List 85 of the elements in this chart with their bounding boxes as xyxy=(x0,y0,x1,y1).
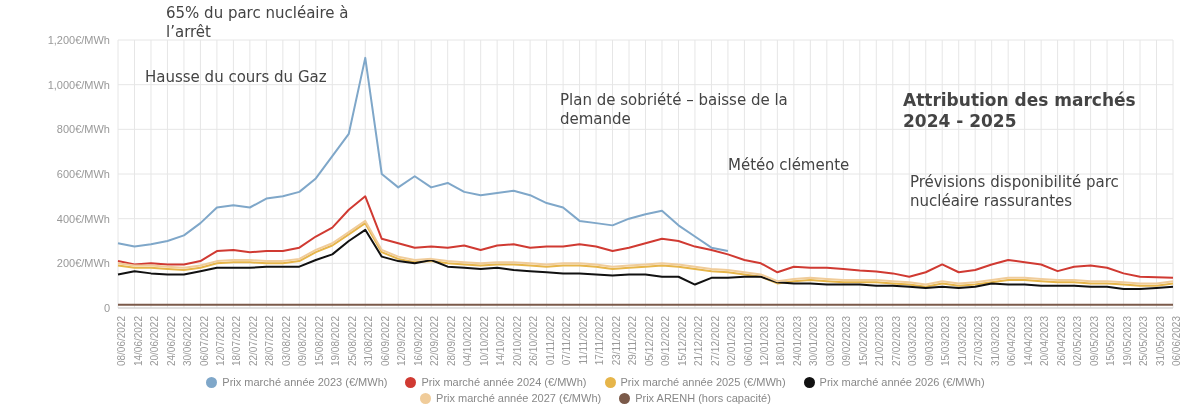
x-tick-label: 15/08/2022 xyxy=(313,315,325,367)
x-tick-label: 19/08/2022 xyxy=(330,315,342,367)
x-tick-label: 27/02/2023 xyxy=(890,315,902,367)
x-tick-label: 27/12/2022 xyxy=(709,315,721,367)
x-tick-label: 12/01/2023 xyxy=(758,315,770,367)
legend-label: Prix marché année 2024 (€/MWh) xyxy=(421,376,587,388)
y-tick-label: 600€/MWh xyxy=(56,167,110,180)
x-tick-label: 24/06/2022 xyxy=(165,315,177,367)
annotation: Plan de sobriété – baisse de la demande xyxy=(560,91,789,129)
x-tick-label: 28/07/2022 xyxy=(264,315,276,367)
x-tick-label: 11/11/2022 xyxy=(577,315,589,365)
y-tick-label: 200€/MWh xyxy=(56,257,110,270)
annotation: Prévisions disponibilité parc nucléaire rassurantes xyxy=(910,173,1120,211)
x-tick-label: 21/03/2023 xyxy=(956,315,968,367)
x-tick-label: 04/10/2022 xyxy=(462,315,474,367)
x-tick-label: 21/12/2022 xyxy=(693,315,705,367)
x-tick-label: 19/05/2023 xyxy=(1121,315,1133,367)
x-tick-label: 06/07/2022 xyxy=(198,315,210,367)
y-tick-label: 400€/MWh xyxy=(56,212,110,225)
y-tick-label: 1,200€/MWh xyxy=(47,33,110,46)
x-tick-label: 10/10/2022 xyxy=(478,315,490,367)
x-tick-label: 03/03/2023 xyxy=(907,315,919,367)
x-tick-label: 06/09/2022 xyxy=(379,315,391,367)
legend-label: Prix marché année 2027 (€/MWh) xyxy=(436,392,602,404)
x-tick-label: 23/11/2022 xyxy=(610,315,622,366)
y-tick-label: 800€/MWh xyxy=(56,123,110,136)
x-tick-label: 14/04/2023 xyxy=(1022,315,1034,367)
x-tick-label: 09/08/2022 xyxy=(297,315,309,367)
x-tick-label: 06/01/2023 xyxy=(742,315,754,367)
x-tick-label: 02/01/2023 xyxy=(726,315,738,367)
x-tick-label: 14/06/2022 xyxy=(132,315,144,367)
annotation: Météo clémente xyxy=(728,156,851,175)
x-tick-label: 09/03/2023 xyxy=(923,315,935,367)
annotation: 65% du parc nucléaire à l’arrêt xyxy=(166,4,350,42)
x-tick-label: 09/05/2023 xyxy=(1088,315,1100,367)
x-tick-label: 08/06/2022 xyxy=(116,315,128,367)
x-tick-label: 27/03/2023 xyxy=(973,315,985,367)
x-tick-label: 03/08/2022 xyxy=(280,315,292,367)
x-tick-label: 16/09/2022 xyxy=(412,315,424,367)
x-tick-label: 20/04/2023 xyxy=(1039,315,1051,367)
x-tick-label: 20/10/2022 xyxy=(511,315,523,367)
x-tick-label: 26/10/2022 xyxy=(528,315,540,367)
x-tick-label: 05/12/2022 xyxy=(643,315,655,367)
x-tick-label: 17/11/2022 xyxy=(594,315,606,366)
x-tick-label: 20/06/2022 xyxy=(149,315,161,367)
x-tick-label: 09/02/2023 xyxy=(841,315,853,367)
x-tick-label: 15/12/2022 xyxy=(676,315,688,367)
x-tick-label: 26/04/2023 xyxy=(1055,315,1067,367)
x-tick-label: 06/06/2023 xyxy=(1171,315,1183,367)
x-tick-label: 25/08/2022 xyxy=(346,315,358,367)
x-tick-label: 21/02/2023 xyxy=(874,315,886,367)
legend-label: Prix marché année 2025 (€/MWh) xyxy=(620,376,786,388)
x-tick-label: 25/05/2023 xyxy=(1138,315,1150,367)
x-tick-label: 24/01/2023 xyxy=(791,315,803,367)
x-tick-label: 31/05/2023 xyxy=(1154,315,1166,367)
x-tick-label: 06/04/2023 xyxy=(1006,315,1018,367)
x-tick-label: 07/11/2022 xyxy=(561,315,573,366)
x-tick-label: 01/11/2022 xyxy=(544,315,556,366)
y-tick-label: 0 xyxy=(103,301,110,314)
x-tick-label: 15/02/2023 xyxy=(857,315,869,367)
x-tick-label: 12/07/2022 xyxy=(215,315,227,367)
x-tick-label: 18/07/2022 xyxy=(231,315,243,367)
x-tick-label: 30/06/2022 xyxy=(182,315,194,367)
line-series xyxy=(117,195,1174,279)
x-tick-label: 12/09/2022 xyxy=(396,315,408,367)
x-tick-label: 22/07/2022 xyxy=(247,315,259,367)
x-tick-label: 28/09/2022 xyxy=(445,315,457,367)
x-tick-label: 02/05/2023 xyxy=(1072,315,1084,367)
x-tick-label: 03/02/2023 xyxy=(824,315,836,367)
x-tick-label: 31/03/2023 xyxy=(989,315,1001,367)
x-tick-label: 14/10/2022 xyxy=(495,315,507,367)
y-tick-label: 1,000€/MWh xyxy=(47,78,110,91)
legend-label: Prix marché année 2023 (€/MWh) xyxy=(222,376,388,388)
x-tick-label: 09/12/2022 xyxy=(660,315,672,367)
x-tick-label: 22/09/2022 xyxy=(429,315,441,367)
x-tick-label: 30/01/2023 xyxy=(808,315,820,367)
x-tick-label: 15/03/2023 xyxy=(940,315,952,367)
annotation: Attribution des marchés 2024 - 2025 xyxy=(903,90,1137,133)
annotation: Hausse du cours du Gaz xyxy=(145,68,328,87)
x-tick-label: 15/05/2023 xyxy=(1105,315,1117,367)
x-tick-label: 18/01/2023 xyxy=(775,315,787,367)
legend-label: Prix ARENH (hors capacité) xyxy=(635,392,771,404)
legend-label: Prix marché année 2026 (€/MWh) xyxy=(819,376,985,388)
x-tick-label: 31/08/2022 xyxy=(363,315,375,367)
x-tick-label: 29/11/2022 xyxy=(627,315,639,366)
